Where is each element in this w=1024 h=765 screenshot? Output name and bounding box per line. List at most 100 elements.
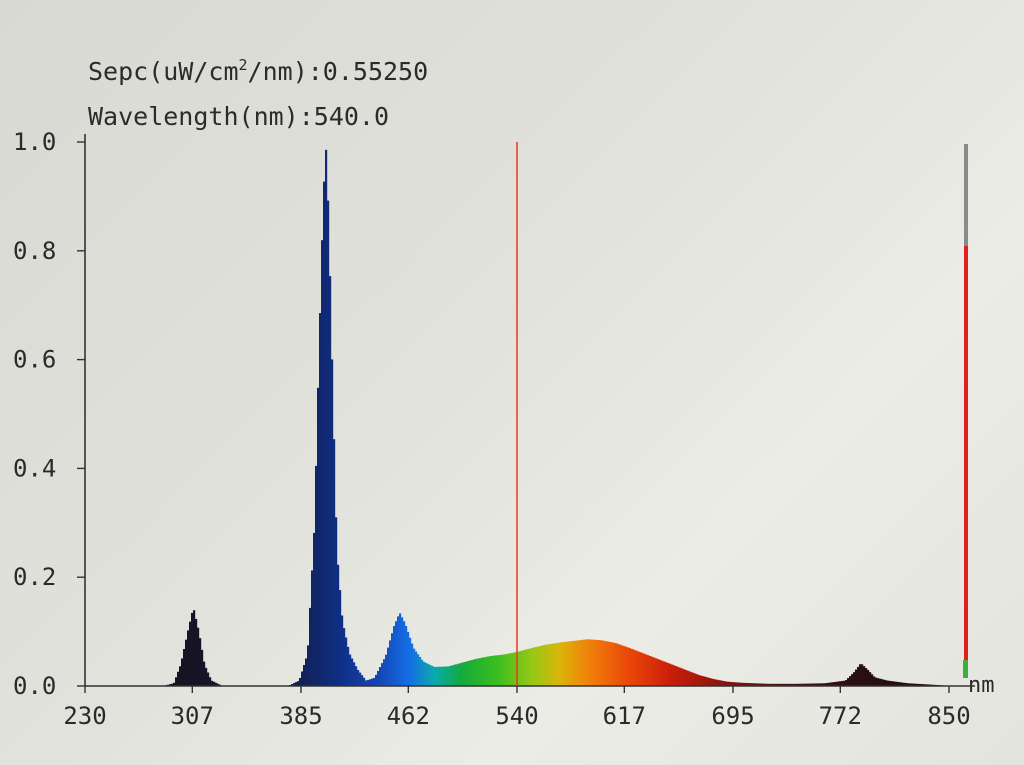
spectrum-bar bbox=[545, 644, 548, 686]
spectrum-bar bbox=[339, 590, 342, 686]
spectrum-bar bbox=[349, 654, 352, 686]
spectrum-bar bbox=[481, 657, 484, 686]
spectrum-bar bbox=[779, 683, 782, 686]
spectrum-bar bbox=[389, 640, 392, 686]
spectrum-bar bbox=[797, 683, 800, 686]
spectrum-bar bbox=[447, 666, 450, 686]
spectral-irradiance-readout: Sepc(uW/cm2/nm):0.55250 bbox=[88, 56, 428, 86]
spectrum-bar bbox=[493, 655, 496, 686]
spectrum-bar bbox=[321, 240, 324, 686]
spectrum-bar bbox=[371, 678, 374, 686]
x-tick-label: 385 bbox=[279, 702, 322, 730]
spectrum-bar bbox=[187, 630, 190, 686]
spectrum-bar bbox=[741, 682, 744, 686]
x-tick-label: 850 bbox=[927, 702, 970, 730]
spectrum-bar bbox=[851, 674, 854, 686]
spectrum-bar bbox=[405, 626, 408, 686]
spectrum-bar bbox=[769, 683, 772, 686]
spectrum-bar bbox=[343, 628, 346, 686]
spectrum-bar bbox=[599, 640, 602, 686]
spectrum-bar bbox=[387, 647, 390, 686]
spectrum-bar bbox=[809, 683, 812, 686]
spectrum-bar bbox=[917, 683, 920, 686]
spectrum-bar bbox=[891, 681, 894, 686]
y-tick-label: 1.0 bbox=[13, 128, 56, 156]
spectrum-bar bbox=[609, 641, 612, 686]
spectrum-bar bbox=[497, 655, 500, 686]
spectrum-bar bbox=[719, 680, 722, 686]
spectrum-bar bbox=[645, 654, 648, 686]
spectrum-bar bbox=[909, 683, 912, 686]
spectrum-bar bbox=[315, 465, 318, 686]
spectrum-bar bbox=[413, 648, 416, 686]
spectrum-bar bbox=[549, 644, 552, 686]
spectrum-bar bbox=[479, 658, 482, 686]
spectrum-bar bbox=[751, 683, 754, 686]
spectrum-bar bbox=[697, 674, 700, 686]
spectrum-bar bbox=[527, 648, 530, 686]
spectrum-bar bbox=[803, 683, 806, 686]
spectrum-bar bbox=[903, 682, 906, 686]
spectrum-bar bbox=[583, 639, 586, 686]
spectrum-bar bbox=[199, 638, 202, 686]
spectrum-bar bbox=[745, 682, 748, 686]
spectrum-bar bbox=[379, 667, 382, 686]
spectrum-bar bbox=[189, 621, 192, 686]
spectrum-bar bbox=[753, 683, 756, 686]
spectrum-bar bbox=[913, 683, 916, 686]
spectrum-bar bbox=[499, 654, 502, 686]
spectrum-bar bbox=[869, 672, 872, 686]
spectrum-bar bbox=[749, 683, 752, 686]
spectrum-bar bbox=[665, 662, 668, 686]
spectrum-bar bbox=[539, 646, 542, 686]
spectrum-bar bbox=[193, 610, 196, 686]
spectrum-bar bbox=[673, 665, 676, 686]
spectrum-bar bbox=[445, 666, 448, 686]
spectrum-bar bbox=[415, 651, 418, 686]
spectrum-bar bbox=[365, 680, 368, 686]
spectrum-bar bbox=[581, 639, 584, 686]
spectrum-bar bbox=[805, 683, 808, 686]
spectrum-bar bbox=[535, 646, 538, 686]
spectrum-bar bbox=[423, 661, 426, 686]
spectrum-bar bbox=[763, 683, 766, 686]
spectrum-bar bbox=[765, 683, 768, 686]
spectrum-bar bbox=[771, 683, 774, 686]
spectrum-bar bbox=[515, 652, 518, 686]
spectrum-bar bbox=[819, 683, 822, 686]
spectrum-bar bbox=[561, 642, 564, 686]
spectrum-bar bbox=[185, 639, 188, 686]
spectrum-bar bbox=[775, 683, 778, 686]
spectrum-bar bbox=[309, 607, 312, 686]
y-tick-label: 0.0 bbox=[13, 672, 56, 700]
spectrum-bar bbox=[607, 641, 610, 686]
spectrum-bar bbox=[511, 652, 514, 686]
spectrum-bar bbox=[467, 661, 470, 686]
spectrum-bar bbox=[915, 683, 918, 686]
spectrum-bar bbox=[877, 678, 880, 686]
spectrum-bar bbox=[619, 644, 622, 686]
spectrum-bar bbox=[317, 387, 320, 686]
spectrum-bar bbox=[451, 665, 454, 686]
level-bar-fill bbox=[964, 246, 968, 678]
spectrum-bar bbox=[171, 683, 174, 686]
spectrum-bar bbox=[529, 648, 532, 686]
spectrum-bar bbox=[355, 666, 358, 686]
spectrum-bar bbox=[393, 626, 396, 686]
spectrum-bar bbox=[489, 656, 492, 686]
spectrum-bar bbox=[569, 641, 572, 686]
spectrum-bar bbox=[639, 652, 642, 686]
spectrum-bar bbox=[709, 678, 712, 686]
spectrum-bar bbox=[455, 664, 458, 686]
spectrum-bar bbox=[177, 671, 180, 686]
spectrum-bar bbox=[553, 643, 556, 686]
spectrum-bar bbox=[649, 655, 652, 686]
y-tick-label: 0.4 bbox=[13, 454, 56, 482]
x-tick-label: 307 bbox=[171, 702, 214, 730]
spectrum-bar bbox=[427, 663, 430, 686]
spectrum-bar bbox=[385, 654, 388, 686]
spectrum-bar bbox=[615, 643, 618, 686]
spectrum-bar bbox=[693, 673, 696, 686]
spectrum-bar bbox=[465, 661, 468, 686]
spectrum-bar bbox=[383, 659, 386, 686]
